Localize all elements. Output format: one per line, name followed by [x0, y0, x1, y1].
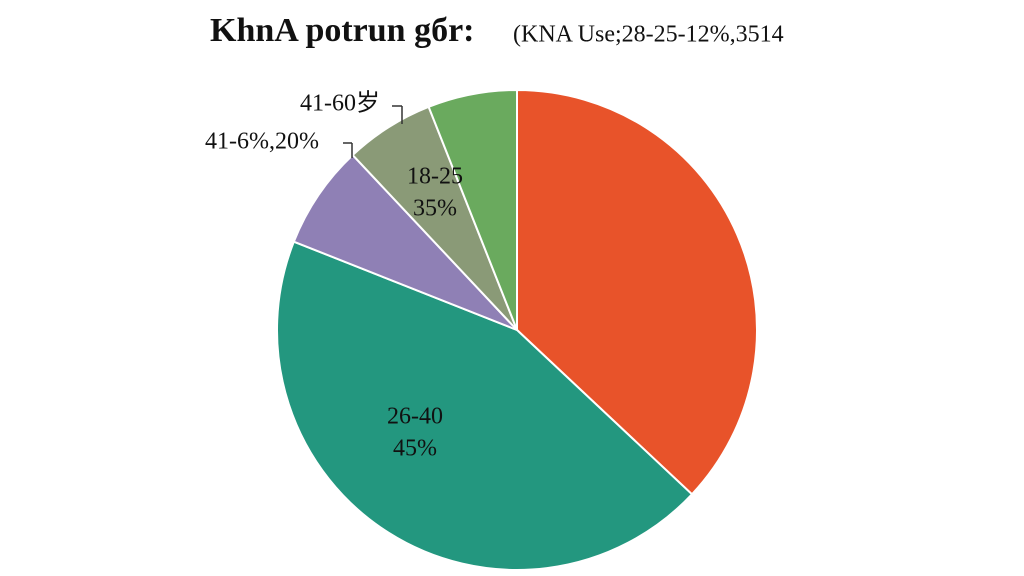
pie-slice — [276, 240, 694, 571]
pie-slice — [516, 88, 758, 496]
annotation: 41-60岁 — [300, 90, 380, 117]
annotation: 35% — [413, 196, 457, 222]
annotation: 26-40 — [387, 404, 443, 430]
chart-title: KhnA potrun gбr: — [210, 12, 475, 49]
annotation: 18-25 — [407, 164, 463, 190]
annotation: 41-6%,20% — [205, 129, 319, 155]
annotation: 45% — [393, 436, 437, 462]
chart-subtitle: (KNA Use;28-25-12%,3514 — [513, 22, 784, 48]
pie — [276, 88, 758, 571]
pie-slice — [427, 88, 518, 331]
